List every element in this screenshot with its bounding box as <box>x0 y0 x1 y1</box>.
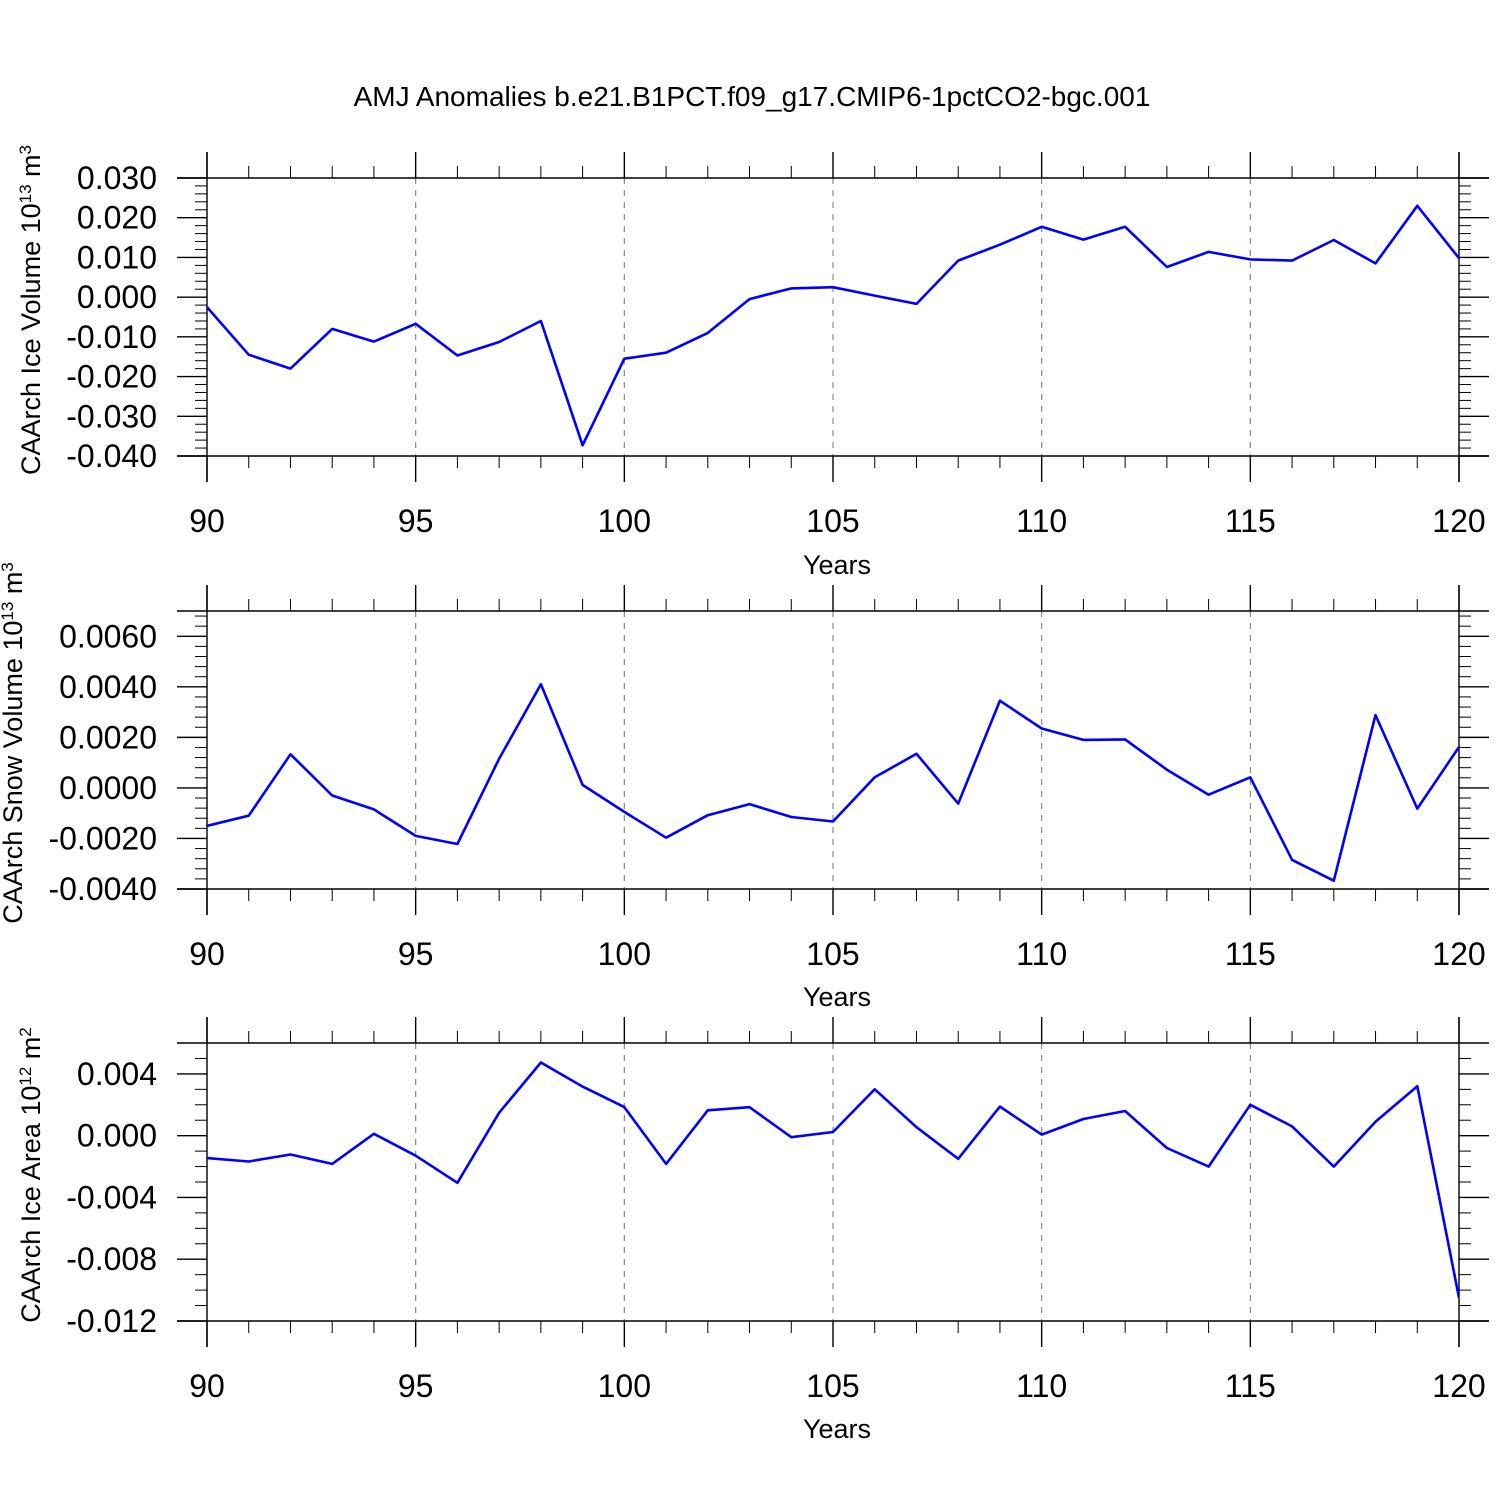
y-axis-label-unit: m <box>16 1037 46 1067</box>
x-axis-label: Years <box>803 982 871 1012</box>
y-axis-label-exponent: 13 <box>16 184 35 203</box>
x-tick-label: 115 <box>1225 503 1276 539</box>
y-tick-label: -0.008 <box>66 1241 157 1277</box>
y-tick-label: 0.030 <box>77 160 157 196</box>
y-tick-label: 0.0060 <box>59 618 157 654</box>
series-ice-area <box>207 1061 1459 1299</box>
y-tick-label: -0.010 <box>66 319 157 355</box>
x-tick-label: 90 <box>189 936 225 972</box>
axis-ticks: 90 95 100 105 110 115 120 -0.012 -0.008 -0.004 0.0… <box>66 1017 1489 1404</box>
x-tick-label: 105 <box>806 1368 859 1404</box>
y-tick-label: 0.0020 <box>59 719 157 755</box>
x-tick-label: 115 <box>1225 1368 1276 1404</box>
x-grid <box>415 1043 1251 1321</box>
y-axis-label-text: CAArch Ice Volume 10 <box>16 203 46 475</box>
y-tick-label: 0.0000 <box>59 770 157 806</box>
x-axis-label: Years <box>803 1414 871 1444</box>
y-axis-label-unit: m <box>0 572 28 602</box>
y-tick-label: -0.020 <box>66 359 157 395</box>
y-tick-label: -0.040 <box>66 438 157 474</box>
y-tick-label: 0.020 <box>77 200 157 236</box>
x-tick-label: 110 <box>1016 936 1067 972</box>
y-axis-label-text: CAArch Snow Volume 10 <box>0 621 28 924</box>
y-axis-label-exponent: 13 <box>0 602 17 621</box>
panel-ice-area: 90 95 100 105 110 115 120 -0.012 -0.008 -0.004 0.0… <box>16 1017 1489 1444</box>
x-tick-label: 105 <box>806 503 859 539</box>
x-tick-label: 120 <box>1432 936 1485 972</box>
y-axis-label-unit-exponent: 3 <box>16 145 35 154</box>
y-axis-label-unit: m <box>16 154 46 184</box>
x-tick-label: 110 <box>1016 1368 1067 1404</box>
x-grid <box>415 178 1251 456</box>
y-axis-label: CAArch Ice Area 1012 m2 <box>16 1027 47 1323</box>
y-axis-label: CAArch Ice Volume 1013 m3 <box>16 145 47 475</box>
series-line <box>207 1061 1459 1299</box>
y-tick-label: 0.0040 <box>59 669 157 705</box>
x-tick-label: 110 <box>1016 503 1067 539</box>
y-tick-label: 0.004 <box>77 1056 157 1092</box>
x-tick-label: 115 <box>1225 936 1276 972</box>
x-tick-label: 95 <box>398 503 434 539</box>
series-line <box>207 204 1459 447</box>
y-axis-label-text: CAArch Ice Area 10 <box>16 1086 46 1323</box>
x-tick-label: 120 <box>1432 503 1485 539</box>
y-axis-label: CAArch Snow Volume 1013 m3 <box>0 562 28 924</box>
x-axis-label: Years <box>803 550 871 580</box>
x-tick-label: 90 <box>189 503 225 539</box>
axis-ticks: 90 95 100 105 110 115 120 -0.040 -0.030-0.020 -0.… <box>66 152 1489 539</box>
y-tick-label: 0.000 <box>77 279 157 315</box>
series-ice-volume <box>207 204 1459 447</box>
x-tick-label: 120 <box>1432 1368 1485 1404</box>
x-tick-label: 100 <box>598 503 651 539</box>
x-tick-label: 105 <box>806 936 859 972</box>
x-tick-label: 100 <box>598 1368 651 1404</box>
x-tick-label: 100 <box>598 936 651 972</box>
x-grid <box>415 611 1251 889</box>
y-tick-label: -0.030 <box>66 398 157 434</box>
y-axis-label-unit-exponent: 2 <box>16 1027 35 1036</box>
x-tick-label: 95 <box>398 1368 434 1404</box>
y-tick-label: 0.010 <box>77 239 157 275</box>
series-snow-volume <box>207 682 1459 883</box>
y-tick-label: 0.000 <box>77 1118 157 1154</box>
figure-title: AMJ Anomalies b.e21.B1PCT.f09_g17.CMIP6-… <box>354 81 1151 112</box>
y-axis-label-unit-exponent: 3 <box>0 562 17 571</box>
y-axis-label-exponent: 12 <box>16 1067 35 1086</box>
panel-ice-volume: 90 95 100 105 110 115 120 -0.040 -0.030-0.020 -0.… <box>16 145 1489 580</box>
x-tick-label: 95 <box>398 936 434 972</box>
y-tick-label: -0.012 <box>66 1303 157 1339</box>
panel-snow-volume: 90 95 100 105 110 115 120 -0.0040 -0.0020 0.0000 0… <box>0 562 1489 1012</box>
x-tick-label: 90 <box>189 1368 225 1404</box>
series-line <box>207 682 1459 883</box>
y-tick-label: -0.004 <box>66 1179 157 1215</box>
y-tick-label: -0.0020 <box>48 820 157 856</box>
axis-ticks: 90 95 100 105 110 115 120 -0.0040 -0.0020 0.0000 0… <box>48 585 1489 972</box>
y-tick-label: -0.0040 <box>48 871 157 907</box>
